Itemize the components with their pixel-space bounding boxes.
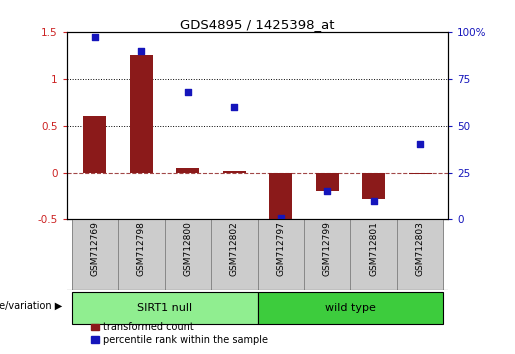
Bar	[211, 219, 258, 290]
Bar	[362, 172, 385, 199]
Bar	[72, 219, 118, 290]
Text: genotype/variation ▶: genotype/variation ▶	[0, 301, 62, 311]
Text: GSM712797: GSM712797	[276, 222, 285, 276]
Point	[323, 188, 331, 194]
Text: GSM712803: GSM712803	[416, 222, 425, 276]
Bar	[350, 219, 397, 290]
Bar	[408, 172, 432, 175]
Bar	[130, 55, 153, 172]
Text: GSM712798: GSM712798	[137, 222, 146, 276]
Bar	[304, 219, 350, 290]
Bar	[269, 172, 293, 219]
Text: GSM712802: GSM712802	[230, 222, 239, 276]
Text: SIRT1 null: SIRT1 null	[137, 303, 192, 313]
Bar	[72, 292, 258, 324]
Text: wild type: wild type	[325, 303, 376, 313]
Point	[416, 142, 424, 147]
Bar	[176, 168, 199, 172]
Text: GSM712801: GSM712801	[369, 222, 378, 276]
Point	[370, 198, 378, 204]
Text: GSM712769: GSM712769	[90, 222, 99, 276]
Bar	[316, 172, 339, 191]
Text: GSM712800: GSM712800	[183, 222, 192, 276]
Text: GSM712799: GSM712799	[323, 222, 332, 276]
Point	[277, 215, 285, 221]
Bar	[397, 219, 443, 290]
Bar	[258, 292, 443, 324]
Point	[137, 48, 145, 53]
Point	[230, 104, 238, 110]
Bar	[165, 219, 211, 290]
Legend: transformed count, percentile rank within the sample: transformed count, percentile rank withi…	[87, 319, 272, 349]
Bar	[258, 219, 304, 290]
Point	[91, 35, 99, 40]
Point	[184, 89, 192, 95]
Title: GDS4895 / 1425398_at: GDS4895 / 1425398_at	[180, 18, 335, 31]
Bar	[83, 116, 107, 172]
Bar	[118, 219, 165, 290]
Bar	[222, 171, 246, 172]
